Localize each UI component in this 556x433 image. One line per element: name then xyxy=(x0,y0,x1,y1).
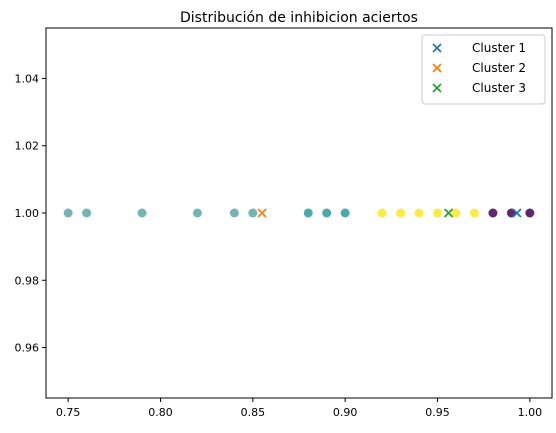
data-point xyxy=(396,208,406,218)
y-axis: 0.96 0.98 1.00 1.02 1.04 xyxy=(15,72,46,355)
legend-label: Cluster 1 xyxy=(472,41,526,55)
legend-marker xyxy=(432,63,442,73)
x-axis: 0.75 0.80 0.85 0.90 0.95 1.00 xyxy=(56,398,542,419)
legend-label: Cluster 3 xyxy=(472,81,526,95)
data-points xyxy=(63,208,535,218)
centroid-marker xyxy=(443,208,454,218)
y-tick-label: 1.00 xyxy=(15,207,40,220)
centroid-marker xyxy=(257,208,267,218)
chart-title: Distribución de inhibicion aciertos xyxy=(180,10,418,26)
data-point xyxy=(433,208,443,218)
legend-marker xyxy=(432,83,442,93)
data-point xyxy=(248,208,258,218)
data-point xyxy=(525,208,535,218)
legend-marker xyxy=(432,43,442,53)
y-tick-label: 0.96 xyxy=(15,342,40,355)
x-tick-label: 0.95 xyxy=(425,406,450,419)
data-point xyxy=(303,208,313,218)
y-tick-label: 0.98 xyxy=(15,274,40,287)
data-point xyxy=(414,208,424,218)
data-point xyxy=(137,208,147,218)
x-tick-label: 1.00 xyxy=(518,406,543,419)
data-point xyxy=(451,208,461,218)
data-point xyxy=(488,208,498,218)
x-tick-label: 0.85 xyxy=(241,406,266,419)
legend-label: Cluster 2 xyxy=(472,61,526,75)
legend: Cluster 1 Cluster 2 Cluster 3 xyxy=(421,34,546,105)
legend-box xyxy=(421,34,546,105)
data-point xyxy=(229,208,239,218)
y-tick-label: 1.02 xyxy=(15,140,40,153)
x-tick-label: 0.80 xyxy=(148,406,173,419)
data-point xyxy=(377,208,387,218)
centroid-markers xyxy=(257,208,522,218)
data-point xyxy=(322,208,332,218)
y-tick-label: 1.04 xyxy=(15,72,40,85)
data-point xyxy=(340,208,350,218)
data-point xyxy=(63,208,73,218)
centroid-marker xyxy=(512,208,522,218)
x-tick-label: 0.75 xyxy=(56,406,81,419)
data-point xyxy=(82,208,92,218)
data-point xyxy=(469,208,479,218)
x-tick-label: 0.90 xyxy=(333,406,358,419)
data-point xyxy=(192,208,202,218)
